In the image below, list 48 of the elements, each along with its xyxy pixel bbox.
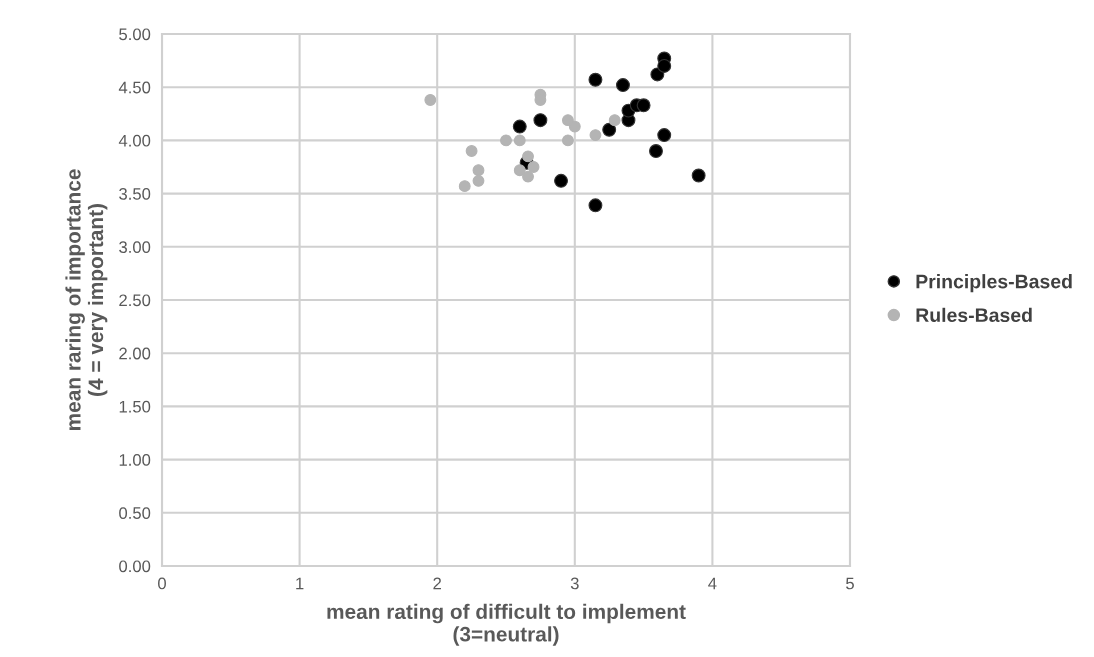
x-axis-title: mean rating of difficult to implement (3=neutral) xyxy=(327,603,686,646)
y-tick-label: 0.50 xyxy=(119,507,151,519)
point xyxy=(513,164,526,177)
y-tick-label: 2.50 xyxy=(119,294,151,307)
point xyxy=(465,145,478,157)
point xyxy=(568,120,581,133)
y-tick-label: 3.00 xyxy=(119,241,151,253)
y-tick-label: 1.50 xyxy=(119,400,151,413)
point xyxy=(589,129,602,142)
point xyxy=(527,161,540,173)
y-tick-label: 3.50 xyxy=(119,188,151,200)
y-tick-label: 4.00 xyxy=(118,134,151,147)
y-tick-label: 0.00 xyxy=(119,560,151,573)
point xyxy=(691,168,706,183)
y-tick-label: 4.50 xyxy=(118,81,151,94)
legend-label: Rules-Based xyxy=(916,307,1032,323)
point xyxy=(554,173,568,188)
point xyxy=(424,94,437,106)
point xyxy=(602,122,617,137)
point xyxy=(657,128,672,143)
point xyxy=(472,164,485,177)
point xyxy=(616,78,630,93)
x-tick-label: 4 xyxy=(708,577,717,590)
point xyxy=(657,58,672,73)
point xyxy=(472,174,485,187)
x-tick-label: 3 xyxy=(570,577,579,590)
point xyxy=(500,134,512,147)
point xyxy=(561,134,574,147)
point xyxy=(522,170,534,183)
legend-label: Principles-Based xyxy=(916,274,1072,293)
point xyxy=(588,198,603,213)
point xyxy=(608,114,621,127)
x-tick-label: 5 xyxy=(846,577,854,590)
point xyxy=(522,150,534,163)
y-tick-label: 5.00 xyxy=(119,28,151,41)
x-tick-label: 1 xyxy=(296,577,304,590)
y-axis-title: mean raring of importance (4 = very important) xyxy=(65,169,108,431)
point xyxy=(533,113,548,128)
point xyxy=(649,144,663,158)
point xyxy=(636,98,651,113)
point xyxy=(513,134,526,147)
y-tick-label: 2.00 xyxy=(119,347,151,360)
point xyxy=(512,119,527,134)
point xyxy=(588,72,603,87)
x-tick-label: 2 xyxy=(433,577,441,590)
y-tick-label: 1.00 xyxy=(119,454,151,466)
point xyxy=(458,180,471,193)
x-tick-label: 0 xyxy=(158,577,166,590)
